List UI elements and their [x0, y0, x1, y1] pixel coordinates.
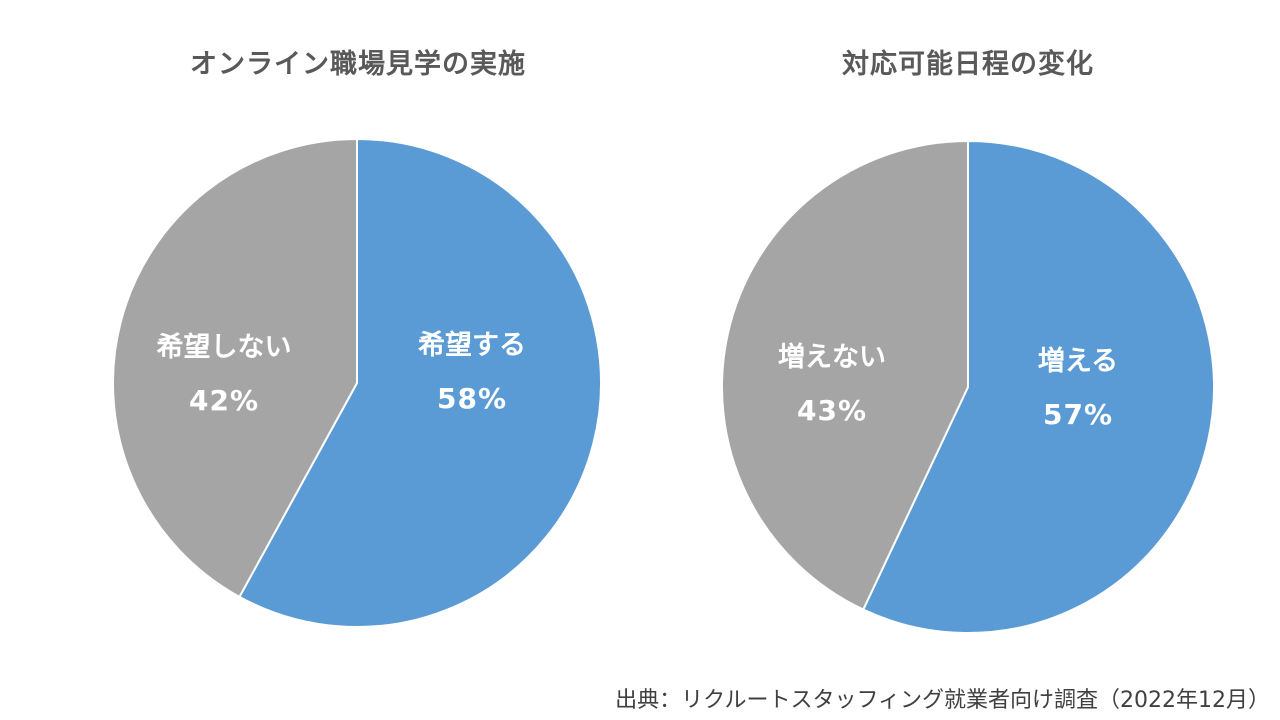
- slice-value-left-right: 58%: [437, 382, 507, 415]
- pie-slice-left-left: [112, 137, 358, 599]
- pie-slice-right-left: [721, 139, 969, 611]
- chart-title-right: 対応可能日程の変化: [842, 49, 1094, 80]
- slice-value-right-right: 57%: [1043, 398, 1113, 431]
- slice-value-left-left: 42%: [189, 384, 259, 417]
- slice-label-left-left: 希望しない: [157, 332, 292, 363]
- slice-value-right-left: 43%: [797, 394, 867, 427]
- pie-slice-left-right: [238, 137, 602, 628]
- chart-title-left: オンライン職場見学の実施: [190, 49, 526, 80]
- pie-chart-right: 増える 57% 増えない 43%: [721, 139, 1215, 634]
- pie-chart-left: 希望する 58% 希望しない 42%: [112, 137, 602, 628]
- slice-label-right-left: 増えない: [778, 341, 886, 373]
- slice-label-right-right: 増える: [1038, 345, 1118, 377]
- slice-label-left-right: 希望する: [418, 330, 526, 361]
- source-note: 出典：リクルートスタッフィング就業者向け調査（2022年12月）: [615, 688, 1270, 713]
- pie-slice-right-right: [861, 139, 1215, 634]
